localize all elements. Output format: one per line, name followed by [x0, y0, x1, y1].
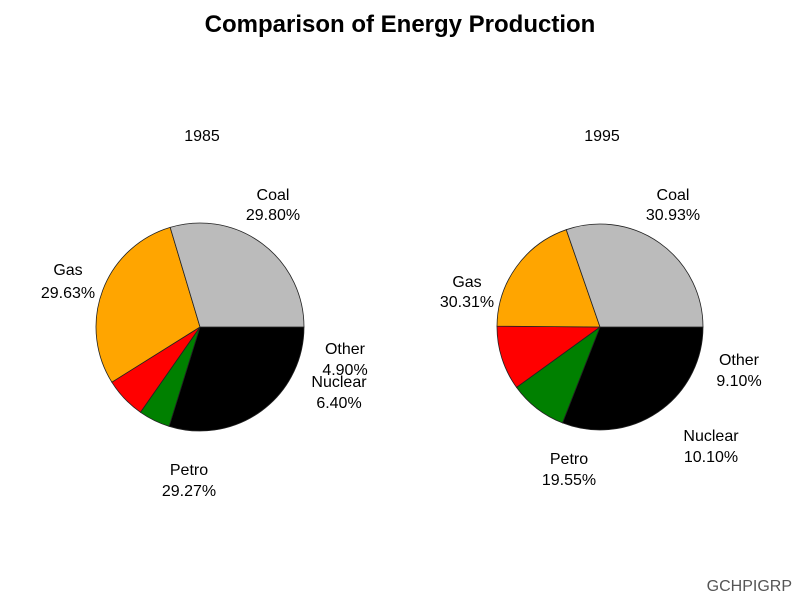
chart-title: Comparison of Energy Production	[205, 11, 596, 38]
slice-value-label-1985-other: 4.90%	[322, 362, 367, 379]
slice-label-1995-gas: Gas	[452, 274, 481, 291]
pie-1985: 1985 Coal 29.80% Other 4.90%Nuclear 6.40% Pet…	[41, 128, 368, 500]
slice-label-1995-petro: Petro	[550, 451, 588, 468]
pie-slices-1995	[496, 223, 704, 431]
pie-slice-1985-petro	[95, 226, 201, 383]
slice-label-1995-coal: Coal	[657, 187, 690, 204]
slice-value-label-1995-gas: 30.31%	[440, 294, 494, 311]
slice-label-1985-petro: Petro	[170, 462, 208, 479]
pie-slice-1985-coal	[168, 326, 305, 432]
slice-value-label-1985-petro: 29.27%	[162, 483, 216, 500]
slice-label-1985-nuclear: Nuclear	[311, 374, 367, 391]
pie-slice-1985-gas	[169, 222, 305, 328]
pie-title-1995: 1995	[584, 128, 620, 145]
slice-value-label-1995-other: 9.10%	[716, 373, 761, 390]
slice-label-1995-nuclear: Nuclear	[683, 428, 739, 445]
pie-slices-1985	[95, 222, 305, 432]
pie-labels-1985: Coal 29.80% Other 4.90%Nuclear 6.40% Petro 29.…	[41, 187, 368, 500]
pie-1995: 1995 Coal 30.93% Other 9.10% Nuclear 10.10% Pe…	[440, 128, 762, 489]
pie-title-1985: 1985	[184, 128, 220, 145]
pie-slice-1995-petro	[496, 229, 601, 328]
slice-label-1985-other: Other	[325, 341, 366, 358]
pie-slice-1995-coal	[561, 326, 704, 431]
slice-value-label-1985-nuclear: 6.40%	[316, 395, 361, 412]
slice-label-1995-other: Other	[719, 352, 760, 369]
pie-slice-1995-gas	[565, 223, 704, 328]
slice-value-label-1985-coal: 29.80%	[246, 207, 300, 224]
footer-label: GCHPIGRP	[707, 578, 792, 595]
slice-value-label-1985-gas: 29.63%	[41, 285, 95, 302]
slice-label-1985-gas: Gas	[53, 262, 82, 279]
slice-value-label-1995-petro: 19.55%	[542, 472, 596, 489]
slice-value-label-1995-nuclear: 10.10%	[684, 449, 738, 466]
slice-value-label-1995-coal: 30.93%	[646, 207, 700, 224]
slice-label-1985-coal: Coal	[257, 187, 290, 204]
pie-labels-1995: Coal 30.93% Other 9.10% Nuclear 10.10% Petro 19…	[440, 187, 762, 489]
